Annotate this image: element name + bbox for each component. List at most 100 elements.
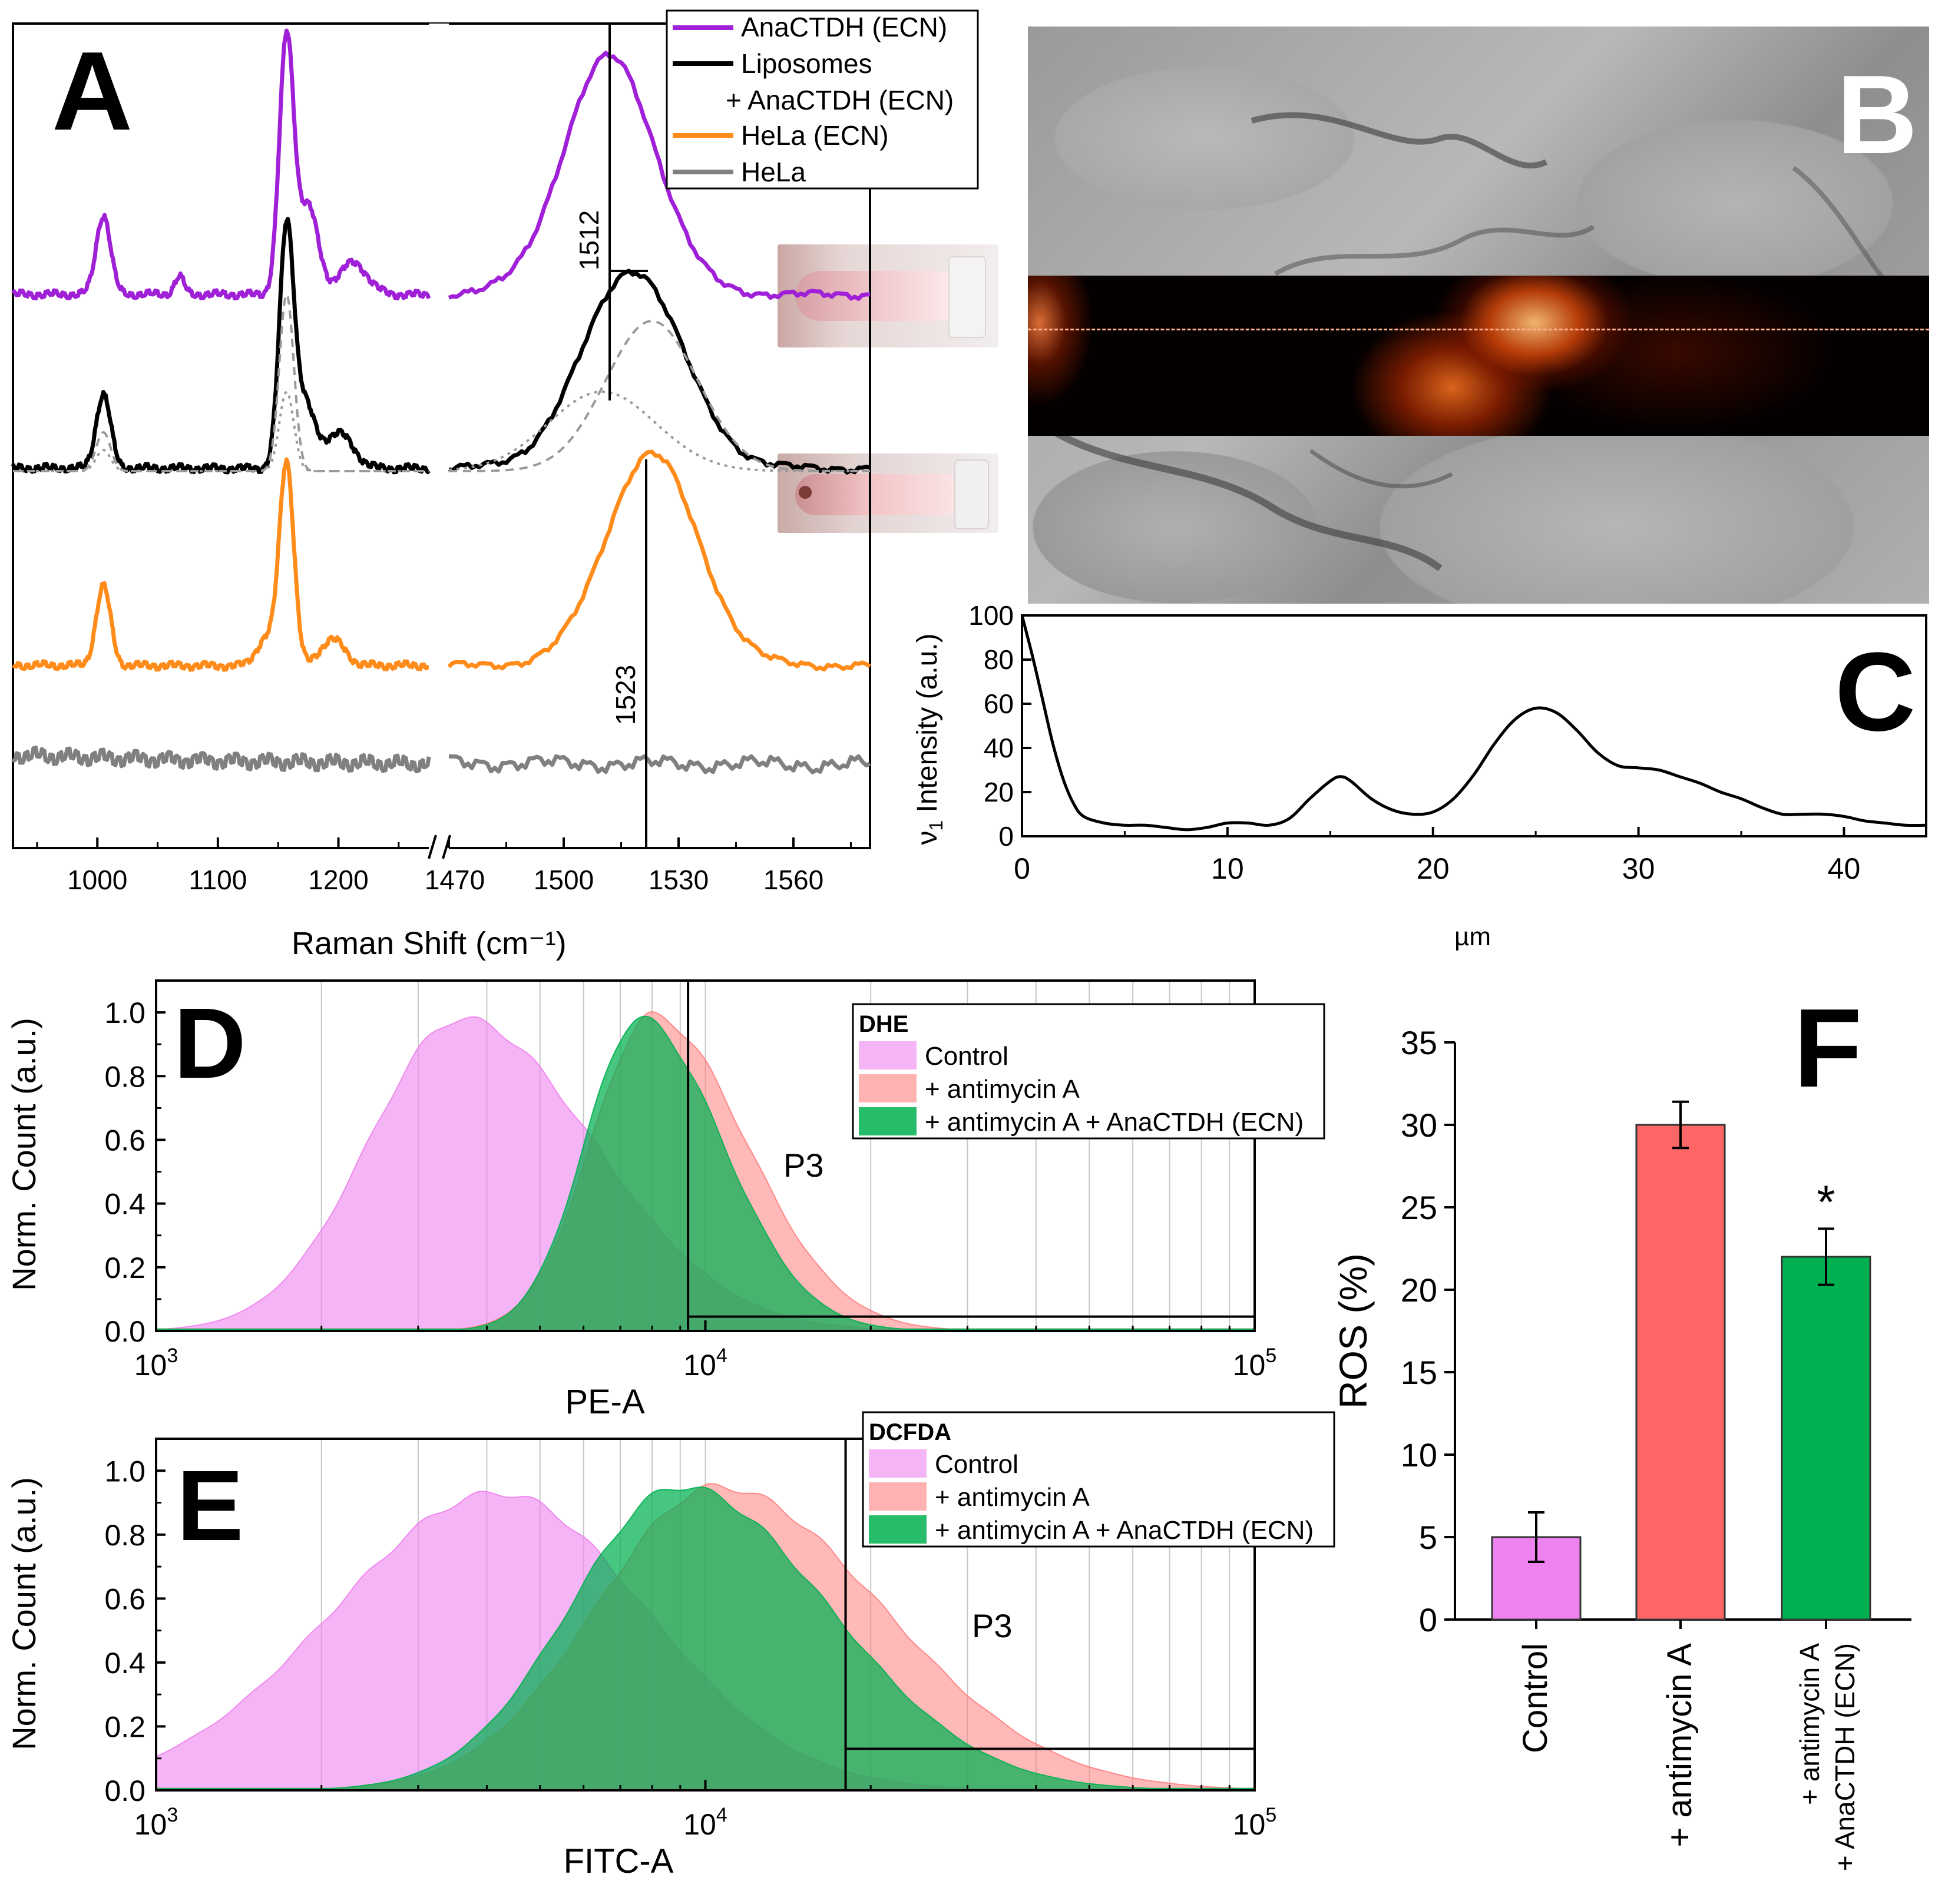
spectrum-line-hela [448, 754, 871, 774]
panel-letter-d: D [174, 988, 246, 1100]
component-trace [13, 292, 429, 472]
spectrum-line-hela-ecn- [447, 449, 871, 672]
category-label: + antimycin A [1794, 1643, 1825, 1805]
tick-label: 0.8 [104, 1519, 145, 1552]
tick-label: 15 [1401, 1354, 1437, 1391]
panel-c-ylabel: ν1 Intensity (a.u.) [912, 633, 947, 845]
annotation-1523: 1523 [610, 665, 641, 725]
tick-label: 0.6 [104, 1582, 145, 1615]
category-label: + antimycin A [1661, 1643, 1699, 1847]
panel-e-ylabel: Norm. Count (a.u.) [5, 1477, 42, 1750]
bar-2 [1635, 1124, 1726, 1621]
bar-3 [1781, 1256, 1871, 1621]
raman-map-overlay [1028, 276, 1929, 436]
tick-label: 0 [998, 821, 1014, 852]
microscopy-image [1028, 27, 1929, 604]
panel-d-legend-title: DHE [859, 1011, 908, 1037]
panel-a-raman-spectra: 1000 1100 1200 1470 1500 1530 1560 1512 1523 A… [11, 9, 979, 961]
liposome-tube-photo [778, 244, 998, 347]
tick-label: 0 [1419, 1601, 1437, 1638]
tick-label: 0 [1014, 852, 1030, 885]
tick-label: 10 [1401, 1436, 1437, 1473]
panel-c-xlabel: µm [1454, 922, 1491, 951]
legend-label-liposomes: Liposomes [741, 48, 872, 79]
tick-label: 1500 [534, 865, 594, 895]
tick-label: 0.2 [104, 1251, 145, 1284]
legend-label-control: Control [935, 1450, 1018, 1479]
legend-label-antimycin: + antimycin A [935, 1483, 1090, 1512]
spectrum-line-anactdh-ecn- [11, 28, 431, 301]
tick-label: 1470 [425, 865, 485, 895]
panel-f-ros-bar-chart: 0 5 10 15 20 25 30 35 Control + antimycin A + ant… [1331, 986, 1911, 1871]
component-trace [13, 390, 429, 472]
tick-label: 1.0 [104, 1455, 145, 1488]
component-trace [449, 319, 870, 472]
panel-e-legend-title: DCFDA [869, 1419, 951, 1445]
tick-label: 105 [1233, 1804, 1277, 1841]
tick-label: 1.0 [104, 996, 145, 1029]
legend-swatch-control [859, 1041, 917, 1069]
panel-c-intensity-profile: 0 10 20 30 40 0 20 40 60 80 100 ν1 Intensity (a.u.… [912, 600, 1927, 951]
legend-label-antimycin-anactdh: + antimycin A + AnaCTDH (ECN) [935, 1516, 1314, 1545]
panel-letter-f: F [1794, 986, 1862, 1111]
tick-label: 5 [1419, 1519, 1437, 1556]
legend-label-antimycin: + antimycin A [925, 1075, 1080, 1104]
tick-label: 103 [134, 1345, 178, 1382]
tick-label: 20 [1417, 852, 1450, 885]
legend-swatch-antimycin [859, 1074, 917, 1102]
panel-c-frame [1021, 614, 1927, 837]
tick-label: 35 [1401, 1024, 1437, 1061]
tick-label: 20 [984, 777, 1014, 807]
tick-label: 40 [984, 733, 1014, 763]
histogram-area-antimycin-a-anactdh-ecn [156, 1486, 1255, 1791]
legend-label-hela-ecn: HeLa (ECN) [741, 120, 889, 151]
tick-label: 0.8 [104, 1060, 145, 1093]
tick-label: 0.0 [104, 1774, 145, 1807]
tick-label: 103 [134, 1804, 178, 1841]
tick-label: 1560 [763, 865, 823, 895]
tick-label: 40 [1828, 852, 1861, 885]
tick-label: 25 [1401, 1189, 1437, 1226]
spectrum-line-liposomes-anactdh-ecn- [11, 217, 431, 475]
spectrum-line-anactdh-ecn- [448, 51, 870, 301]
panel-e-dcfda-histogram: 0.0 0.2 0.4 0.6 0.8 1.0 103 104 105 P3 DCFDA Con… [5, 1411, 1335, 1880]
significance-asterisk: * [1817, 1175, 1835, 1228]
tick-label: 10 [1211, 852, 1244, 885]
panel-letter-c: C [1835, 630, 1916, 754]
legend-swatch-control [869, 1449, 927, 1478]
tick-label: 100 [968, 600, 1014, 631]
histogram-area-antimycin-a-anactdh-ecn [156, 1015, 1255, 1332]
tick-label: 1200 [308, 865, 368, 895]
legend-label-anactdh: AnaCTDH (ECN) [741, 12, 947, 42]
tick-label: 105 [1233, 1345, 1277, 1382]
tick-label: 1000 [67, 865, 127, 895]
legend-swatch-antimycin-anactdh [859, 1107, 917, 1135]
tick-label: 30 [1401, 1107, 1437, 1144]
tick-label: 1530 [649, 865, 709, 895]
tick-label: 80 [984, 644, 1014, 675]
legend-label-liposomes-2: + AnaCTDH (ECN) [726, 85, 954, 115]
panel-letter-a: A [52, 29, 133, 154]
panel-d-dhe-histogram: 0.0 0.2 0.4 0.6 0.8 1.0 103 104 105 P3 DHE Contr… [5, 979, 1325, 1421]
tick-label: 0.0 [104, 1315, 145, 1348]
panel-f-ylabel: ROS (%) [1331, 1253, 1375, 1409]
tick-label: 20 [1401, 1271, 1437, 1309]
panel-d-gate-label: P3 [783, 1147, 824, 1184]
category-label: + AnaCTDH (ECN) [1830, 1643, 1860, 1871]
legend-swatch-antimycin [869, 1482, 927, 1511]
axis-break-mark [428, 835, 437, 859]
legend-label-control: Control [925, 1042, 1008, 1071]
panel-e-xlabel: FITC-A [564, 1842, 674, 1880]
legend-label-hela: HeLa [741, 157, 806, 187]
tick-label: 0.4 [104, 1188, 145, 1221]
panel-d-legend: DHE Control + antimycin A + antimycin A … [852, 1003, 1325, 1140]
tick-label: 0.6 [104, 1124, 145, 1157]
panel-e-gate-label: P3 [972, 1607, 1013, 1644]
tick-label: 104 [683, 1804, 727, 1841]
legend-swatch-antimycin-anactdh [869, 1515, 927, 1544]
tick-label: 0.2 [104, 1710, 145, 1743]
legend-label-antimycin-anactdh: + antimycin A + AnaCTDH (ECN) [925, 1108, 1304, 1137]
panel-a-xlabel: Raman Shift (cm⁻¹) [292, 926, 567, 961]
tick-label: 1100 [188, 865, 247, 895]
panel-a-legend: AnaCTDH (ECN) Liposomes + AnaCTDH (ECN) … [666, 9, 979, 190]
